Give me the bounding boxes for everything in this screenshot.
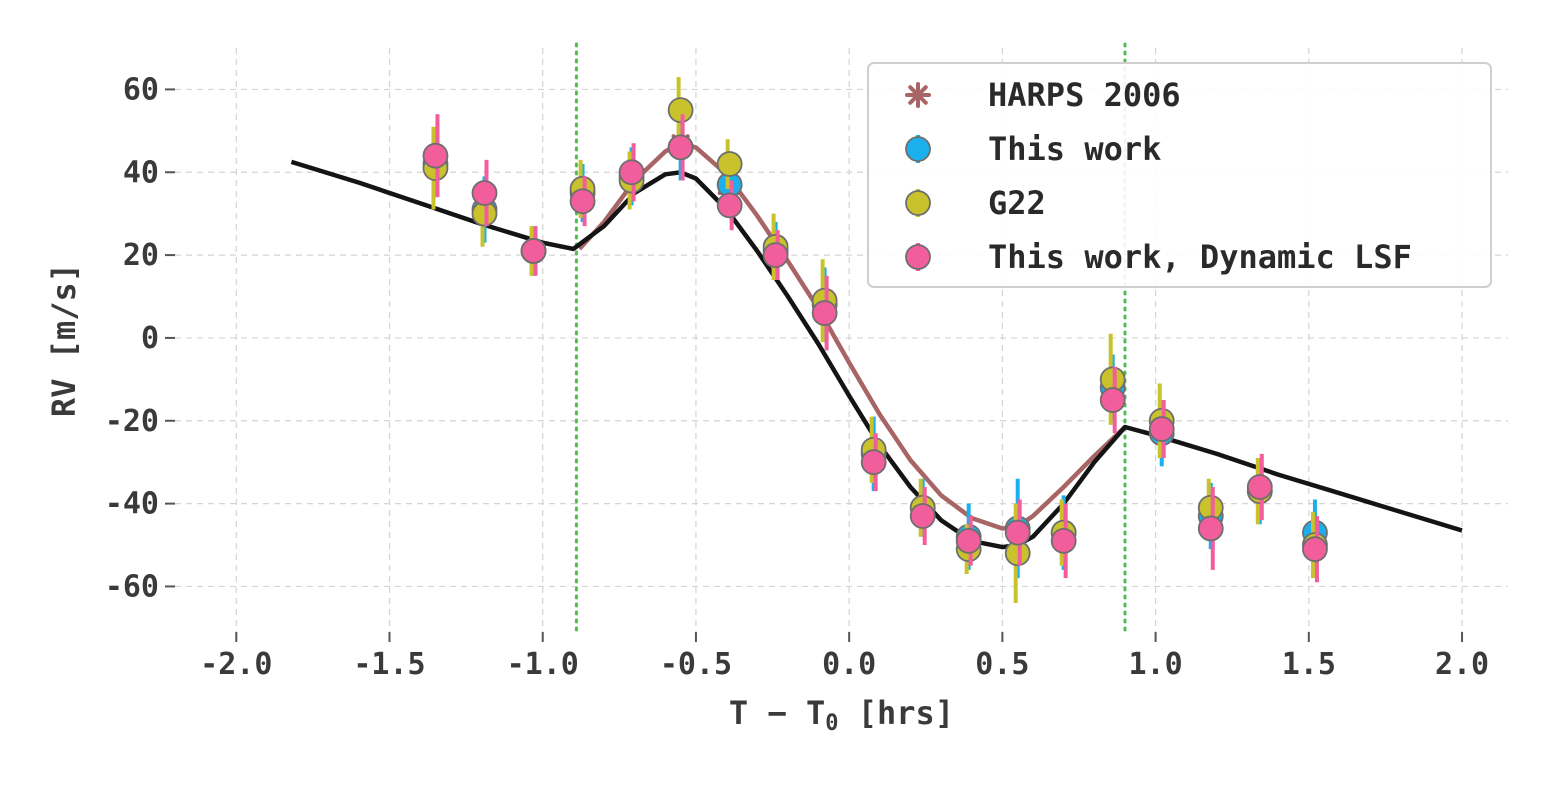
y-tick-label: 20 (123, 238, 159, 273)
data-point (1197, 515, 1224, 542)
data-point (618, 159, 645, 186)
data-point (520, 238, 547, 264)
legend-label: G22 (988, 184, 1046, 222)
legend-circle-marker (905, 244, 931, 270)
legend-label: This work, Dynamic LSF (988, 238, 1412, 276)
x-tick-label: -2.0 (200, 647, 272, 682)
legend-label: HARPS 2006 (988, 76, 1181, 114)
x-tick-label: 0.0 (822, 647, 876, 682)
legend: HARPS 2006 This work G22 This work, Dynamic… (867, 62, 1492, 288)
y-tick-label: -40 (105, 487, 159, 522)
x-tick-label: 2.0 (1435, 647, 1489, 682)
x-axis-label: T − T0 [hrs] (729, 694, 954, 736)
data-point (1302, 536, 1328, 563)
y-tick-label: -20 (105, 404, 159, 439)
data-point (422, 142, 449, 169)
legend-circle-marker (905, 190, 931, 216)
legend-label: This work (988, 130, 1161, 168)
y-tick-label: -60 (105, 569, 159, 604)
legend-box (867, 62, 1492, 288)
legend-asterisk-marker (905, 82, 931, 108)
asterisk-stroke (908, 85, 928, 105)
legend-item-2: G22 (905, 184, 1046, 222)
data-point (569, 188, 596, 215)
legend-item-1: This work (905, 130, 1161, 168)
data-point (860, 449, 887, 476)
data-point (955, 527, 982, 554)
y-axis-label: RV [m/s] (45, 263, 83, 417)
x-tick-label: 1.0 (1129, 647, 1183, 682)
x-tick-label: -1.5 (353, 647, 425, 682)
data-point (1246, 474, 1273, 500)
data-point (1004, 519, 1031, 546)
legend-circle-marker (905, 136, 931, 162)
y-tick-label: 40 (123, 155, 159, 190)
data-point (811, 300, 838, 326)
x-axis-label-subscript: 0 (825, 711, 838, 736)
points-layer (422, 76, 1328, 604)
data-point (1099, 387, 1126, 413)
x-tick-label: -0.5 (660, 647, 732, 682)
data-point (1050, 527, 1077, 554)
y-tick-label: 60 (123, 72, 159, 107)
data-point (762, 242, 789, 268)
series-3 (422, 114, 1328, 583)
data-point (1148, 416, 1175, 442)
data-point (667, 134, 694, 161)
data-point (716, 192, 743, 219)
x-tick-label: 1.5 (1282, 647, 1336, 682)
legend-item-0: HARPS 2006 (905, 76, 1181, 114)
x-axis-label-prefix: T − T (729, 694, 825, 732)
x-axis-label-suffix: [hrs] (838, 694, 954, 732)
data-point (909, 503, 936, 529)
x-tick-label: -1.0 (507, 647, 579, 682)
data-point (716, 151, 743, 177)
x-tick-label: 0.5 (975, 647, 1029, 682)
data-point (471, 180, 498, 206)
axis-layer: -2.0 -1.5 -1.0 -0.5 0.0 0.5 1.0 1.5 2.0 60 40 20 0 -2… (105, 72, 1489, 682)
y-tick-label: 0 (141, 321, 159, 356)
legend-item-3: This work, Dynamic LSF (905, 238, 1412, 276)
